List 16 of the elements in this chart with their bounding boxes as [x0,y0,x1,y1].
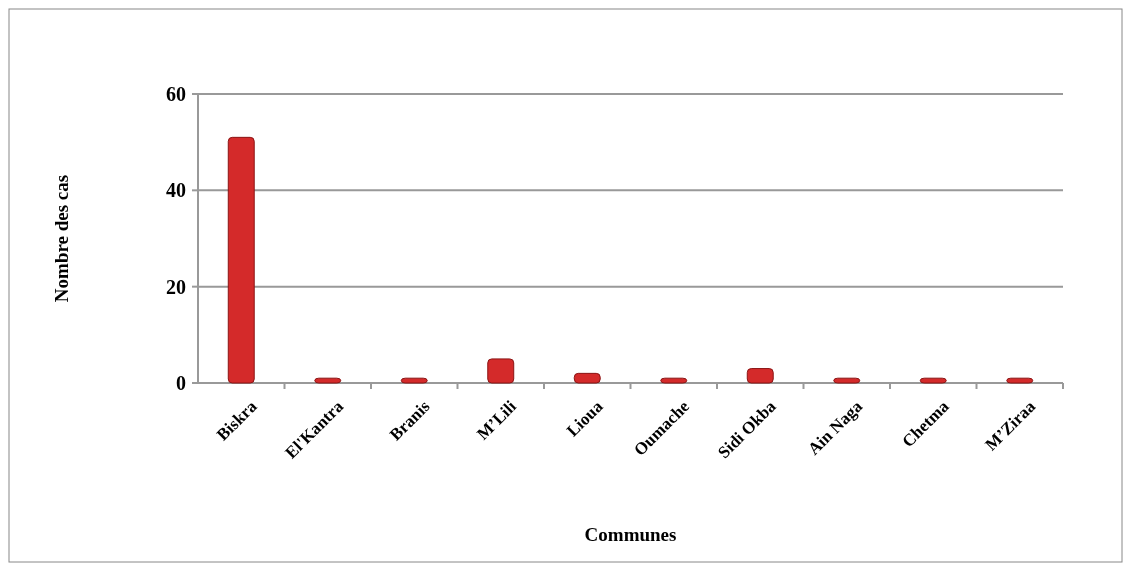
bar [1006,377,1034,384]
bar [660,377,688,384]
y-tick-label: 60 [166,83,186,105]
bar [919,377,947,384]
bar [487,358,515,384]
y-tick-label: 40 [166,179,186,202]
bar [833,377,861,384]
bar [400,377,428,384]
bar [746,368,774,384]
bar [227,136,255,384]
bar [573,372,601,384]
bar [314,377,342,384]
y-tick-label: 20 [166,275,186,298]
y-tick-label: 0 [176,372,186,394]
y-axis-title: Nombre des cas [51,174,72,303]
x-axis-title: Communes [584,524,677,545]
